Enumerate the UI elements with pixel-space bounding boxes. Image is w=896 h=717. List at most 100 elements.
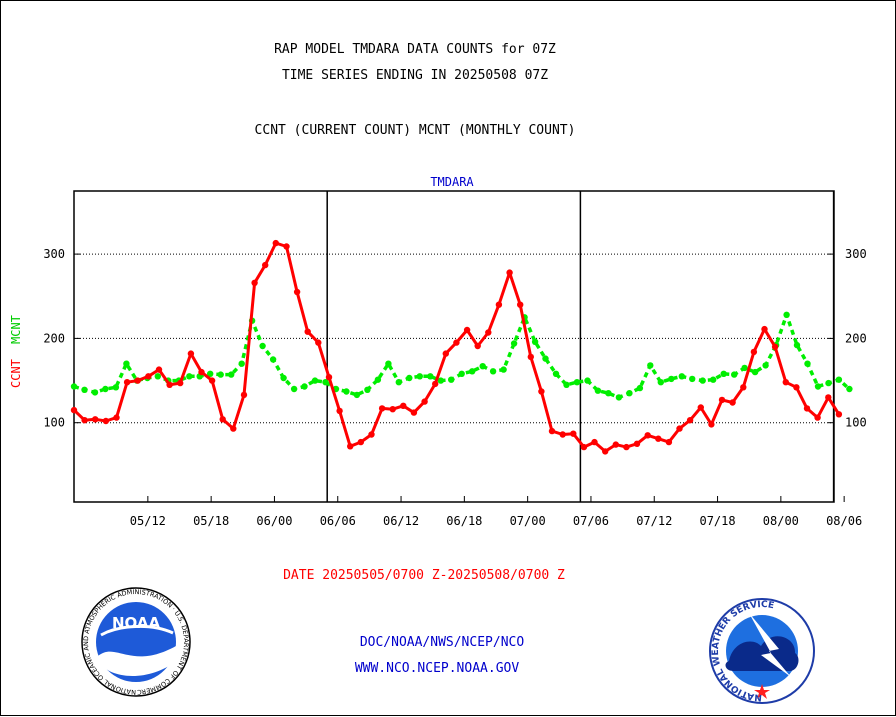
data-point-mcnt [186, 373, 193, 380]
data-point-ccnt [421, 398, 428, 405]
data-point-mcnt [81, 386, 88, 393]
x-tick-label: 05/12 [130, 514, 166, 528]
data-point-mcnt [584, 377, 591, 384]
data-point-ccnt [304, 328, 311, 335]
data-point-ccnt [368, 431, 375, 438]
data-point-ccnt [771, 343, 779, 350]
data-point-mcnt [699, 377, 706, 384]
data-point-ccnt [378, 405, 386, 412]
data-point-ccnt [559, 431, 566, 438]
data-point-mcnt [416, 373, 423, 380]
data-point-mcnt [657, 379, 664, 386]
data-point-ccnt [410, 409, 418, 416]
data-point-ccnt [208, 377, 216, 384]
data-point-mcnt [217, 371, 224, 378]
data-point-mcnt [269, 356, 277, 363]
data-point-mcnt [500, 366, 507, 373]
data-point-ccnt [718, 396, 726, 404]
data-point-mcnt [437, 377, 444, 384]
noaa-logo: NOAA NATIONAL OCEANIC AND ATMOSPHERIC AD… [1, 1, 191, 697]
y-axis-label-mcnt: MCNT [9, 315, 23, 344]
data-point-ccnt [155, 366, 163, 373]
data-point-ccnt [315, 339, 322, 346]
data-point-ccnt [676, 425, 683, 432]
data-point-ccnt [442, 350, 449, 357]
data-point-mcnt [290, 385, 298, 393]
data-point-mcnt [835, 376, 843, 383]
data-point-mcnt [448, 376, 455, 383]
y-tick-label-right: 100 [845, 416, 867, 430]
data-point-ccnt [463, 326, 471, 334]
data-point-ccnt [134, 377, 141, 384]
data-point-ccnt [113, 414, 120, 421]
series-line-ccnt [72, 241, 841, 453]
y-axis-left-labels: 100 200 300 [43, 247, 65, 430]
data-point-mcnt [395, 379, 402, 386]
gridlines [74, 253, 834, 424]
series-ccnt [70, 239, 843, 455]
y-tick-label-left: 200 [43, 331, 65, 345]
data-point-mcnt [615, 394, 623, 401]
data-point-ccnt [272, 239, 279, 247]
data-point-mcnt [689, 375, 696, 383]
data-point-ccnt [602, 448, 609, 455]
data-point-mcnt [112, 384, 120, 391]
data-point-ccnt [708, 421, 715, 428]
data-point-ccnt [665, 438, 673, 446]
data-point-ccnt [251, 279, 258, 286]
data-point-ccnt [750, 348, 758, 356]
data-point-ccnt [262, 261, 269, 269]
data-point-ccnt [803, 405, 811, 412]
plot-title: TMDARA [430, 175, 474, 189]
series-mcnt [70, 311, 853, 401]
y-tick-label-left: 100 [43, 416, 65, 430]
data-point-ccnt [517, 301, 524, 308]
data-point-ccnt [177, 379, 184, 387]
data-point-ccnt [580, 443, 588, 451]
data-point-mcnt [469, 368, 476, 375]
data-point-ccnt [166, 381, 173, 388]
y-tick-label-right: 300 [845, 247, 867, 261]
data-point-ccnt [612, 441, 619, 448]
data-point-mcnt [647, 362, 654, 369]
data-point-mcnt [825, 379, 832, 387]
data-point-mcnt [542, 355, 549, 362]
x-tick-label: 07/12 [636, 514, 672, 528]
data-point-mcnt [762, 362, 769, 369]
x-tick-label: 06/18 [446, 514, 482, 528]
org-line-text: DOC/NOAA/NWS/NCEP/NCO [360, 635, 525, 650]
data-point-ccnt [623, 443, 630, 451]
data-point-mcnt [489, 368, 497, 375]
data-point-mcnt [301, 383, 308, 390]
data-point-ccnt [729, 399, 736, 406]
data-point-ccnt [283, 243, 290, 250]
data-point-ccnt [81, 417, 88, 424]
x-tick-label: 08/06 [826, 514, 862, 528]
x-axis-labels: 05/12 05/18 06/00 06/06 06/12 06/18 07/00 07/06… [130, 514, 862, 528]
x-tick-label: 07/00 [510, 514, 546, 528]
data-point-ccnt [357, 438, 364, 446]
plot-frame [73, 190, 835, 503]
data-point-mcnt [479, 363, 486, 370]
data-point-ccnt [92, 416, 99, 423]
data-point-mcnt [605, 390, 612, 397]
data-point-mcnt [280, 374, 287, 382]
data-point-ccnt [835, 411, 843, 418]
data-point-ccnt [655, 435, 662, 442]
axis-ticks [74, 253, 845, 502]
data-point-mcnt [846, 385, 853, 393]
data-point-mcnt [531, 338, 539, 345]
data-point-ccnt [336, 407, 343, 415]
date-range-text: DATE 20250505/0700 Z-20250508/0700 Z [283, 568, 565, 583]
data-point-mcnt [385, 360, 392, 367]
y-axis-label-ccnt: CCNT [9, 359, 23, 388]
data-point-mcnt [91, 389, 99, 396]
data-point-ccnt [432, 380, 439, 388]
data-point-ccnt [570, 430, 577, 437]
x-tick-label: 08/00 [763, 514, 799, 528]
data-point-mcnt [668, 375, 675, 383]
data-point-ccnt [389, 406, 396, 413]
data-point-ccnt [219, 416, 226, 423]
x-tick-label: 06/00 [256, 514, 292, 528]
